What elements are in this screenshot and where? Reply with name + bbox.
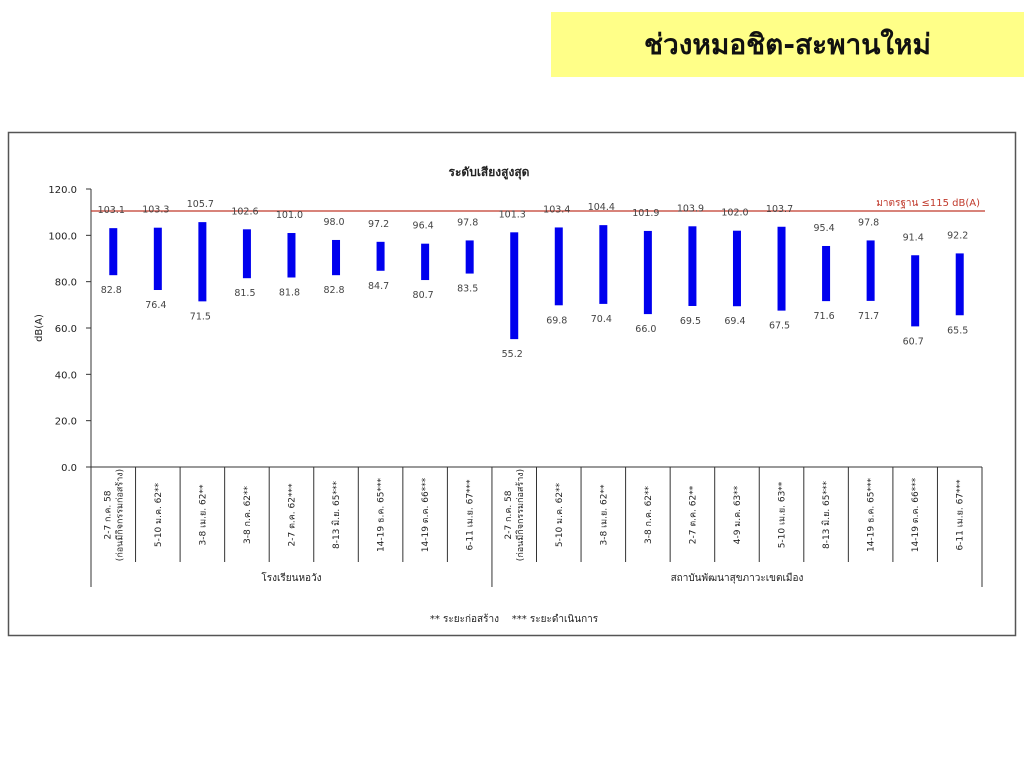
range-bar (688, 226, 697, 306)
category-label: 8-13 มิ.ย. 65*** (331, 480, 342, 549)
range-bar (465, 240, 474, 274)
range-bar (242, 229, 251, 279)
min-label: 71.6 (813, 311, 834, 322)
max-label: 101.9 (632, 208, 659, 219)
range-bar (376, 241, 385, 271)
range-bar (153, 227, 162, 291)
min-label: 82.8 (323, 285, 344, 296)
min-label: 83.5 (457, 284, 478, 295)
category-label: 2-7 ต.ค. 62*** (287, 483, 297, 546)
category-label: 6-11 เม.ย. 67*** (466, 479, 476, 551)
range-bar (866, 240, 875, 301)
min-label: 70.4 (591, 314, 612, 325)
group-label: สถาบันพัฒนาสุขภาวะเขตเมือง (671, 572, 804, 584)
min-label: 76.4 (145, 300, 166, 311)
max-label: 95.4 (813, 223, 834, 234)
range-bar (421, 243, 430, 281)
min-label: 55.2 (502, 349, 523, 360)
max-label: 101.3 (499, 209, 526, 220)
max-label: 105.7 (187, 199, 214, 210)
y-tick-label: 20.0 (55, 417, 77, 428)
page-title: ช่วงหมอชิต-สะพานใหม่ (644, 27, 931, 61)
footnote: ** ระยะก่อสร้าง *** ระยะดำเนินการ (430, 613, 599, 625)
range-bar (911, 255, 920, 327)
range-bar (822, 245, 831, 302)
min-label: 65.5 (947, 325, 968, 336)
category-label: 14-19 ธ.ค. 65*** (867, 477, 877, 552)
category-label: (ก่อนมีกิจกรรมก่อสร้าง) (515, 469, 526, 561)
group-label: โรงเรียนหอวัง (261, 571, 321, 584)
min-label: 84.7 (368, 281, 389, 292)
category-label: (ก่อนมีกิจกรรมก่อสร้าง) (114, 469, 125, 561)
range-bar (599, 225, 608, 304)
category-label: 14-19 ต.ค. 66*** (911, 477, 921, 552)
y-tick-label: 80.0 (55, 278, 77, 289)
category-label: 5-10 ม.ค. 62** (555, 482, 565, 547)
max-label: 98.0 (323, 217, 344, 228)
range-bar (643, 230, 652, 315)
y-axis-label: dB(A) (34, 314, 45, 342)
category-label: 3-8 เม.ย. 62** (198, 484, 208, 545)
y-tick-label: 40.0 (55, 370, 77, 381)
range-bar (955, 253, 964, 316)
max-label: 101.0 (276, 210, 303, 221)
min-label: 67.5 (769, 321, 790, 332)
y-tick-label: 120.0 (48, 185, 77, 196)
max-label: 96.4 (413, 221, 434, 232)
max-label: 92.2 (947, 230, 968, 241)
category-label: 2-7 ก.ค. 58 (103, 490, 113, 539)
category-label: 14-19 ต.ค. 66*** (421, 477, 431, 552)
title-banner: ช่วงหมอชิต-สะพานใหม่ (551, 12, 1024, 77)
max-label: 97.2 (368, 219, 389, 230)
category-label: 6-11 เม.ย. 67*** (956, 479, 966, 551)
category-label: 4-9 ม.ค. 63** (733, 485, 743, 544)
range-bar (777, 226, 786, 311)
category-label: 5-10 เม.ย. 63** (778, 481, 788, 548)
min-label: 80.7 (413, 290, 434, 301)
range-bar (287, 233, 296, 278)
max-label: 97.8 (457, 217, 478, 228)
max-label: 102.0 (721, 208, 748, 219)
max-label: 103.7 (766, 204, 793, 215)
category-label: 14-19 ธ.ค. 65*** (377, 477, 387, 552)
min-label: 69.8 (546, 315, 567, 326)
max-label: 102.6 (231, 206, 258, 217)
max-label: 97.8 (858, 217, 879, 228)
y-tick-label: 0.0 (61, 463, 77, 474)
min-label: 71.5 (190, 311, 211, 322)
range-bar (332, 239, 341, 276)
range-bar (198, 222, 207, 302)
range-bar (732, 230, 741, 307)
min-label: 60.7 (903, 336, 924, 347)
min-label: 82.8 (101, 285, 122, 296)
range-bar (554, 227, 563, 306)
min-label: 71.7 (858, 311, 879, 322)
category-label: 2-7 ก.ค. 58 (504, 490, 514, 539)
min-label: 69.5 (680, 316, 701, 327)
chart-frame (7, 131, 1017, 637)
max-label: 103.9 (677, 203, 704, 214)
category-label: 5-10 ม.ค. 62** (154, 482, 164, 547)
category-label: 3-8 ก.ค. 62** (644, 485, 654, 544)
chart-title: ระดับเสียงสูงสุด (449, 165, 530, 180)
category-label: 2-7 ต.ค. 62** (688, 485, 698, 544)
max-label: 103.4 (543, 204, 570, 215)
min-label: 69.4 (724, 316, 745, 327)
max-label: 91.4 (903, 232, 924, 243)
y-tick-label: 100.0 (48, 231, 77, 242)
category-label: 3-8 เม.ย. 62** (599, 484, 609, 545)
max-label: 103.1 (98, 205, 125, 216)
max-label: 103.3 (142, 205, 169, 216)
range-bar (109, 228, 118, 276)
max-label: 104.4 (588, 202, 615, 213)
y-tick-label: 60.0 (55, 324, 77, 335)
min-label: 66.0 (635, 324, 656, 335)
category-label: 3-8 ก.ค. 62** (243, 485, 253, 544)
category-label: 8-13 มิ.ย. 65*** (821, 480, 832, 549)
range-bar (510, 232, 519, 340)
min-label: 81.8 (279, 287, 300, 298)
min-label: 81.5 (234, 288, 255, 299)
reference-line-label: มาตรฐาน ≤115 dB(A) (876, 198, 980, 209)
